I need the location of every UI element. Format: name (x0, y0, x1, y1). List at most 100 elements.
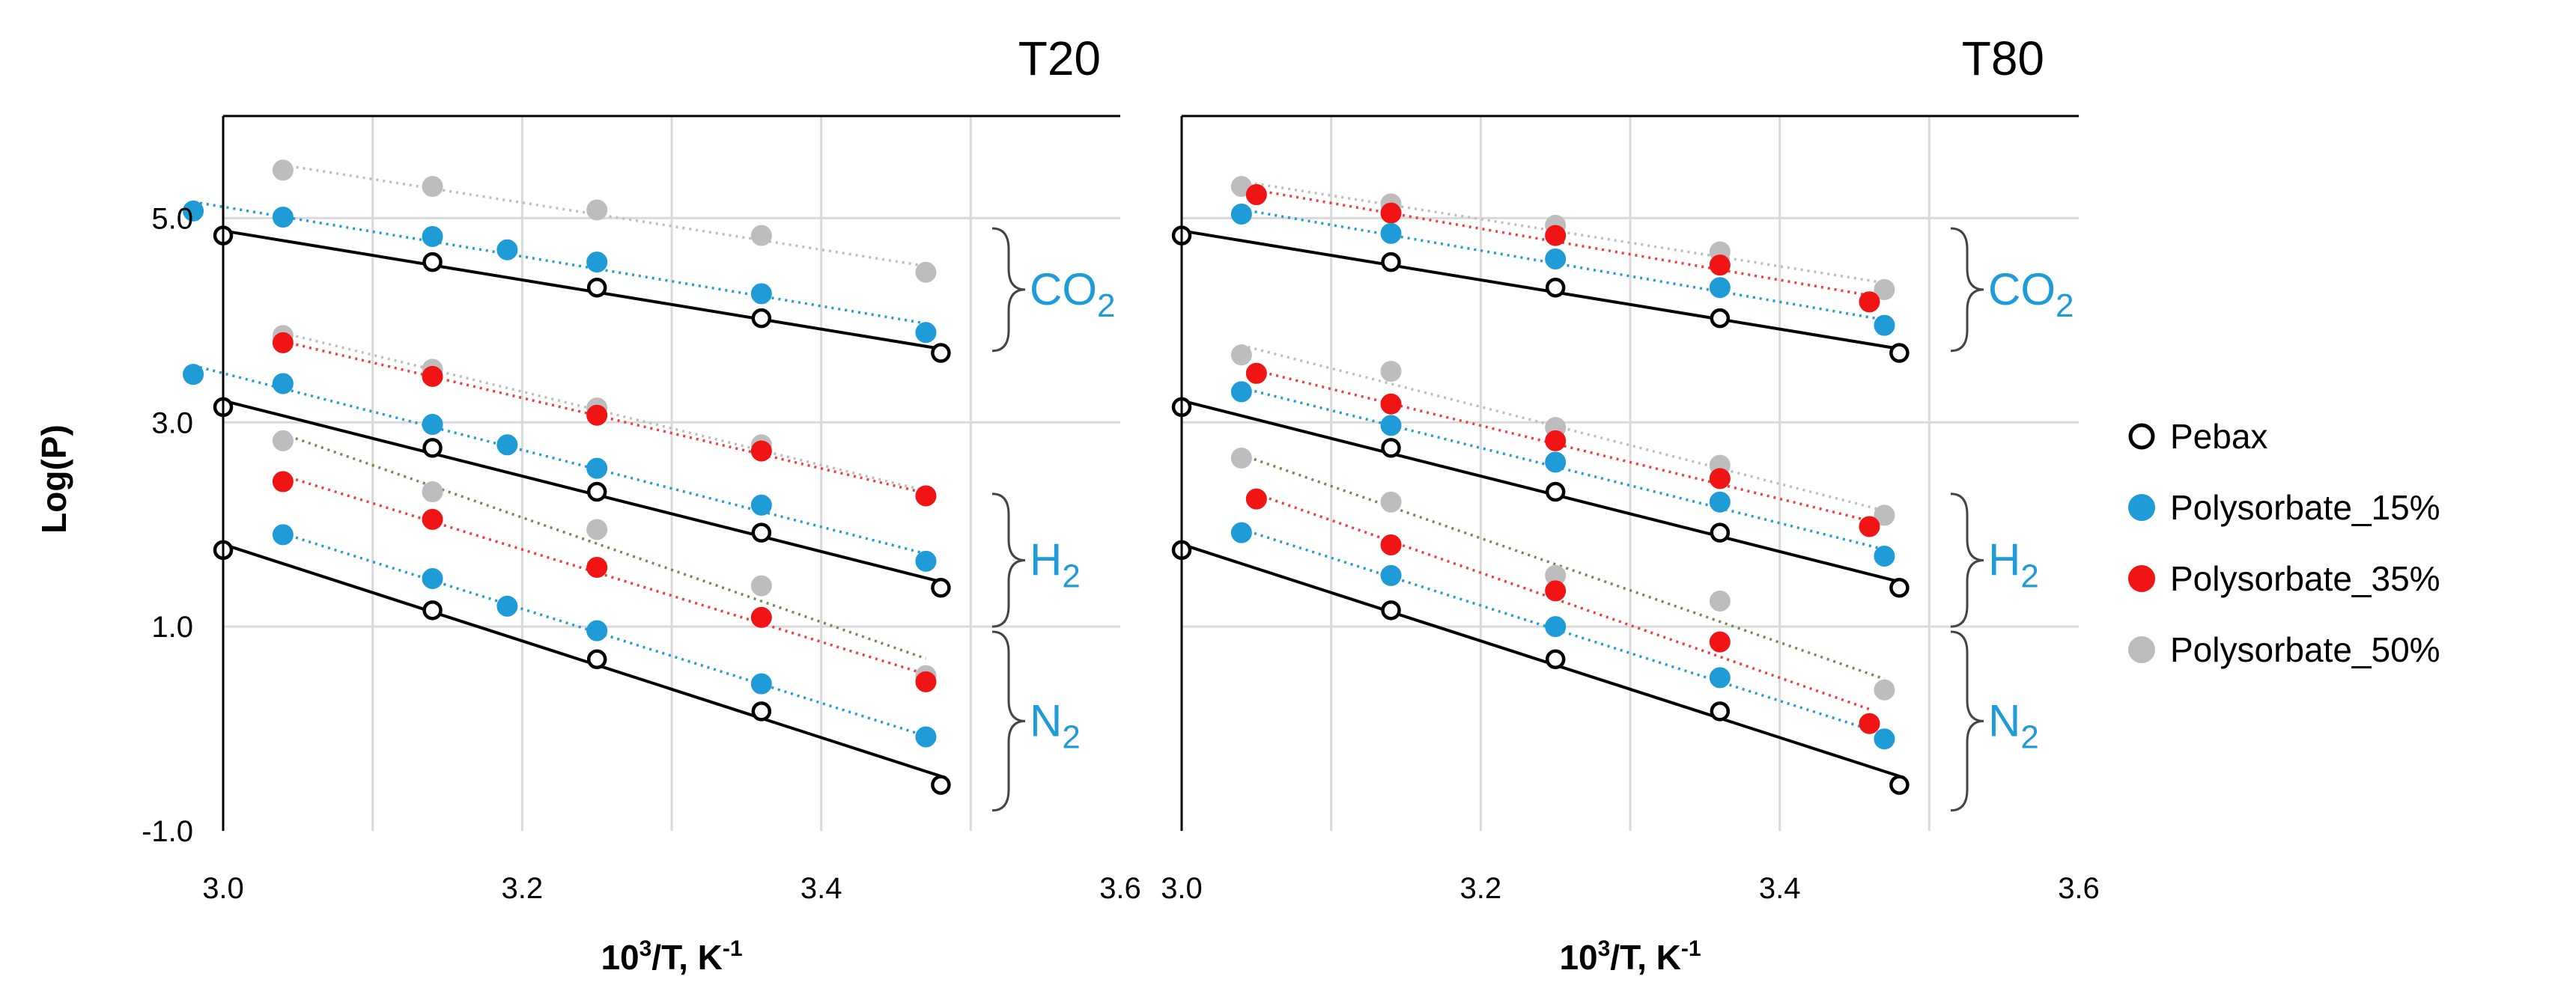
panel-t80-pebax-h2-point (1889, 578, 1910, 598)
panel-t80-pebax-co2-point (1889, 343, 1910, 363)
panel-t20-polysorbate-50--n2-point (750, 575, 772, 597)
legend-marker-polysorbate-50- (2128, 636, 2155, 663)
panel-t20-polysorbate-35--n2-point (750, 606, 772, 628)
panel-t20-polysorbate-15--n2-point (422, 568, 443, 590)
panel-t80-polysorbate-15--h2-point (1545, 451, 1567, 473)
panel-t20-polysorbate-50--co2-point (915, 261, 937, 283)
panel-t80-polysorbate-15--h2-point (1380, 415, 1402, 436)
panel-t80-polysorbate-35--h2-point (1709, 468, 1731, 490)
panel-t80-x-tick-label: 3.0 (1161, 872, 1203, 905)
panel-t80-polysorbate-35--n2-point (1709, 631, 1731, 653)
panel-t80-polysorbate-35--h2-point (1545, 430, 1567, 451)
panel-t80-pebax-n2-trendline (1181, 543, 1901, 778)
panel-t80-polysorbate-15--co2-point (1874, 314, 1895, 336)
panel-t80-pebax-n2-point (1710, 701, 1731, 722)
panel-t80-polysorbate-15--n2-point (1380, 564, 1402, 586)
panel-t20-x-axis-title: 103/T, K-1 (601, 936, 742, 977)
panel-t20-polysorbate-50--co2-point (272, 159, 294, 181)
panel-t80-pebax-co2-point (1545, 277, 1566, 298)
panel-t20-polysorbate-15--h2-trendline (192, 364, 926, 555)
panel-t80-polysorbate-50--n2-point (1230, 448, 1252, 469)
panel-t20-co2-brace (991, 227, 1026, 353)
panel-t80-polysorbate-35--n2-trendline (1256, 493, 1871, 711)
panel-t80-x-tick-label: 3.6 (2058, 872, 2100, 905)
panel-t80-polysorbate-15--n2-point (1874, 728, 1895, 750)
panel-t80-polysorbate-50--n2-point (1380, 491, 1402, 513)
legend-marker-polysorbate-35- (2128, 565, 2155, 592)
panel-t20-x-tick-label: 3.0 (202, 872, 244, 905)
text-layer: T20 3.0 3.2 3.4 3.6 103/T, K-1 CO2 H2 N2 T80 3.0 3.… (34, 31, 2100, 977)
panel-t20-polysorbate-15--co2-point (750, 283, 772, 305)
panel-t20-polysorbate-15--h2-point (272, 373, 294, 394)
panel-t20-pebax-h2-point (751, 522, 772, 543)
panel-t20-x-tick-label: 3.4 (801, 872, 842, 905)
panel-t20-pebax-h2-point (931, 578, 951, 598)
panel-t80-polysorbate-15--h2-point (1709, 491, 1731, 513)
panel-t20-title: T20 (1018, 31, 1101, 85)
panel-t20-polysorbate-15--co2-point (422, 225, 443, 247)
panel-t20-polysorbate-35--h2-point (586, 404, 608, 426)
panel-t80-polysorbate-35--co2-point (1380, 202, 1402, 224)
panel-t20-polysorbate-15--h2-point (422, 414, 443, 436)
panel-t80-polysorbate-15--n2-point (1230, 522, 1252, 543)
panel-t80-pebax-co2-point (1710, 308, 1731, 329)
panel-t80-polysorbate-35--co2-point (1859, 291, 1880, 313)
panel-t80-polysorbate-35--co2-point (1245, 184, 1267, 206)
panel-t20-polysorbate-15--co2-point (272, 207, 294, 228)
panel-t20-pebax-co2-point (751, 308, 772, 329)
panel-t80-polysorbate-15--co2-point (1709, 277, 1731, 299)
panel-t80-polysorbate-35--n2-point (1245, 488, 1267, 510)
panel-t20-polysorbate-15--h2-point (586, 457, 608, 479)
panel-t20-pebax-n2-point (751, 701, 772, 722)
panel-t80-n2-label: N2 (1988, 695, 2039, 755)
panel-t20-polysorbate-35--h2-point (750, 440, 772, 462)
legend-label-polysorbate-35-: Polysorbate_35% (2170, 559, 2440, 598)
legend-label-polysorbate-15-: Polysorbate_15% (2170, 488, 2440, 527)
panel-t80-polysorbate-35--co2-point (1709, 254, 1731, 276)
panel-t20-polysorbate-15--co2-point (915, 322, 937, 344)
panel-t80-n2-brace (1950, 630, 1984, 812)
panel-t20-polysorbate-50--co2-point (586, 199, 608, 221)
legend-marker-polysorbate-15- (2128, 494, 2155, 521)
panel-t20-polysorbate-15--h2-point (750, 494, 772, 516)
panel-t80-h2-label: H2 (1988, 534, 2039, 594)
panel-t80-pebax-n2-point (1545, 649, 1566, 670)
panel-t20-polysorbate-15--co2-trendline (192, 200, 926, 325)
panel-t20-polysorbate-15--co2-point (183, 200, 204, 222)
panel-t80-pebax-h2-point (1381, 438, 1401, 458)
panel-t80-polysorbate-15--co2-point (1545, 249, 1567, 269)
panel-t80-pebax-co2-trendline (1181, 229, 1900, 350)
panel-t80-x-tick-label: 3.4 (1759, 872, 1801, 905)
panel-t20-polysorbate-15--n2-point (496, 595, 518, 617)
frame-layer (222, 115, 2079, 831)
panel-t80-co2-brace (1950, 227, 1984, 353)
panel-t20-polysorbate-15--n2-point (915, 726, 937, 748)
panel-t80-co2-label: CO2 (1988, 264, 2074, 324)
panel-t20-x-tick-label: 3.6 (1099, 872, 1141, 905)
panel-t80-polysorbate-15--h2-point (1874, 546, 1895, 567)
panel-t80-pebax-h2-point (1545, 481, 1566, 502)
panel-t80-polysorbate-35--h2-point (1380, 393, 1402, 415)
panel-t80-polysorbate-35--h2-point (1245, 362, 1267, 384)
panel-t80-pebax-h2-trendline (1181, 399, 1900, 584)
panel-t20-polysorbate-35--n2-point (915, 671, 937, 692)
panel-t80-polysorbate-50--co2-point (1874, 278, 1895, 300)
panel-t20-polysorbate-50--co2-point (750, 225, 772, 246)
panel-t20-h2-brace (991, 493, 1026, 628)
panel-t20-polysorbate-15--co2-point (586, 251, 608, 273)
panel-t20-polysorbate-35--h2-point (422, 365, 443, 387)
y-tick-label: 3.0 (151, 406, 193, 439)
y-tick-label: 1.0 (151, 611, 193, 644)
panel-t20-co2-label: CO2 (1030, 264, 1115, 324)
panel-t80-polysorbate-35--n2-point (1859, 713, 1880, 734)
panel-t20-pebax-co2-point (586, 277, 607, 298)
panel-t20-polysorbate-15--n2-point (586, 620, 608, 641)
panel-t80-title: T80 (1962, 31, 2044, 85)
panel-t20-polysorbate-15--n2-point (750, 673, 772, 695)
legend-marker-pebax (2128, 423, 2155, 450)
panel-t20-polysorbate-35--n2-point (422, 508, 443, 530)
panel-t20-pebax-h2-point (586, 481, 607, 502)
panel-t20-polysorbate-35--n2-point (586, 557, 608, 579)
panel-t20-polysorbate-35--h2-point (915, 485, 937, 507)
